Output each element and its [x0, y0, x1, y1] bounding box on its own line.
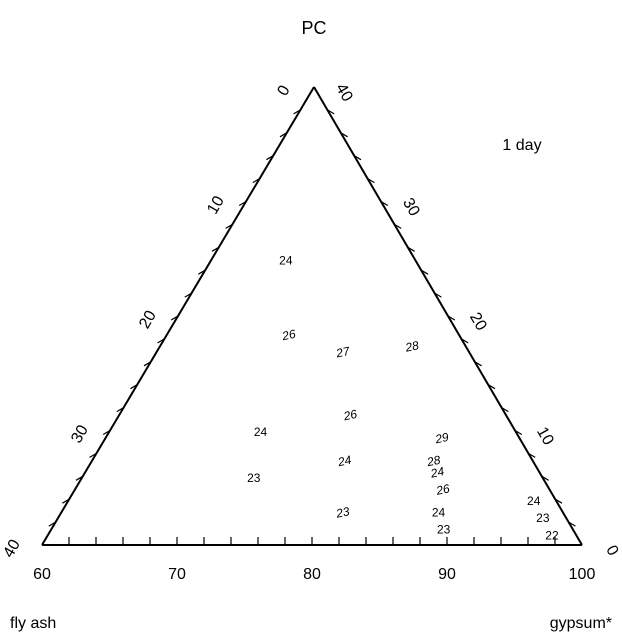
data-point-label: 28	[403, 338, 420, 355]
data-point-label: 24	[432, 505, 446, 519]
right-tick	[501, 407, 509, 413]
left-tick	[211, 246, 220, 252]
left-tick	[252, 178, 260, 184]
data-point-label: 24	[527, 494, 541, 508]
right-tick	[514, 429, 523, 436]
chart-annotation: 1 day	[502, 137, 541, 154]
right-tick-label: 10	[533, 424, 557, 448]
right-tick	[447, 315, 456, 321]
left-tick	[279, 132, 288, 138]
data-point-label: 24	[279, 253, 293, 267]
left-tick-label: 10	[204, 193, 228, 217]
data-point-label: 29	[433, 430, 450, 447]
bottom-tick-label: 80	[303, 566, 321, 583]
data-point-label: 24	[428, 464, 445, 481]
left-tick-label: 40	[0, 537, 24, 561]
left-tick-label: 0	[275, 83, 294, 99]
right-tick	[380, 200, 389, 207]
left-tick	[48, 521, 56, 527]
data-point-label: 24	[254, 425, 268, 439]
left-tick	[157, 338, 165, 344]
right-tick	[327, 109, 335, 115]
right-tick-label: 20	[466, 310, 490, 334]
left-tick	[143, 361, 152, 367]
left-tick	[75, 475, 84, 481]
bottom-tick-label: 70	[168, 566, 186, 583]
data-point-label: 24	[336, 453, 353, 470]
chart-title: PC	[301, 18, 326, 38]
axis-ticks	[48, 109, 576, 545]
left-tick	[238, 200, 247, 207]
data-point-label: 27	[334, 344, 352, 361]
left-tick	[130, 384, 138, 390]
corner-label-fly-ash: fly ash	[10, 615, 56, 632]
left-tick-label: 20	[136, 308, 160, 332]
left-tick	[293, 109, 301, 115]
left-tick	[62, 498, 70, 504]
right-tick	[487, 384, 496, 390]
data-point-label: 23	[437, 523, 451, 537]
left-tick	[116, 407, 124, 413]
right-tick	[568, 521, 576, 527]
right-tick	[407, 246, 415, 252]
bottom-tick-label: 60	[33, 566, 51, 583]
right-tick-label: 40	[332, 81, 356, 105]
right-tick	[420, 269, 429, 275]
right-tick	[394, 223, 402, 229]
right-tick	[340, 132, 348, 138]
right-tick	[367, 178, 375, 184]
data-point-label: 22	[545, 528, 559, 542]
left-tick	[170, 315, 179, 321]
data-point-label: 23	[247, 471, 261, 485]
bottom-tick-label: 100	[569, 566, 596, 583]
left-tick	[225, 223, 233, 229]
right-tick	[353, 155, 362, 161]
data-point-label: 23	[536, 511, 550, 525]
data-point-label: 26	[280, 327, 297, 344]
corner-label-gypsum: gypsum*	[550, 615, 612, 632]
right-tick	[554, 498, 563, 504]
bottom-tick-label: 90	[438, 566, 456, 583]
left-tick	[89, 452, 97, 458]
right-tick-label: 0	[602, 543, 621, 559]
left-tick	[198, 269, 206, 275]
data-point-label: 28	[425, 453, 442, 470]
left-tick-label: 30	[68, 422, 92, 446]
left-tick	[266, 155, 274, 161]
right-tick	[528, 452, 536, 458]
right-tick	[434, 292, 442, 298]
right-tick	[474, 361, 482, 367]
right-tick-label: 30	[399, 195, 423, 219]
data-point-label: 26	[434, 481, 451, 498]
triangle-frame	[41, 86, 583, 546]
right-tick	[461, 338, 469, 344]
data-point-label: 26	[341, 407, 358, 424]
left-tick	[102, 429, 111, 436]
right-tick	[541, 475, 549, 481]
data-point-label: 23	[334, 504, 351, 521]
left-tick	[184, 292, 192, 298]
